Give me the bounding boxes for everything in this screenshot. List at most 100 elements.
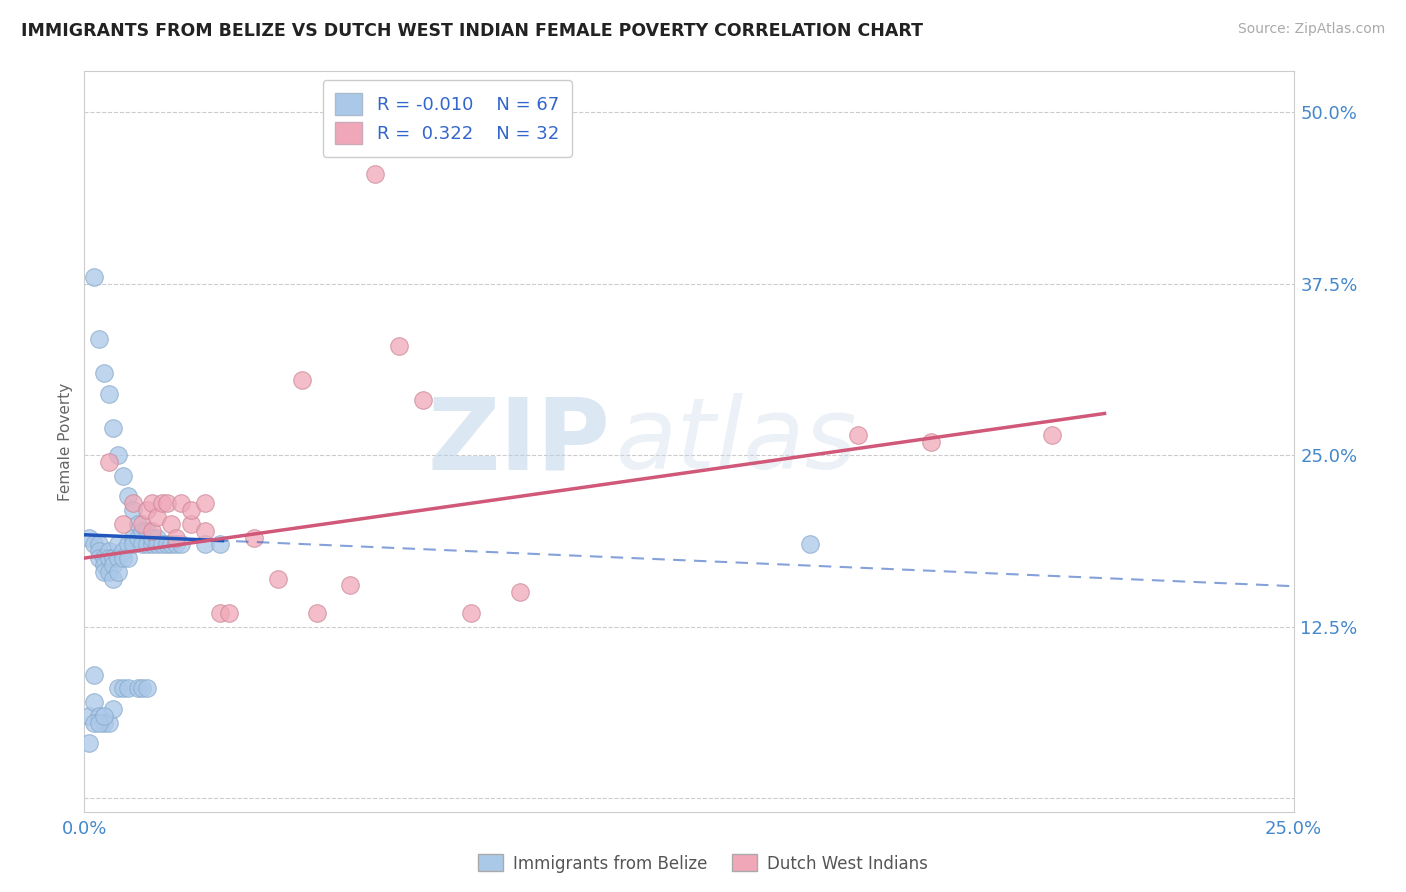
Point [121, 537, 143, 551]
Point [117, 551, 139, 566]
Point [165, 531, 187, 545]
Point [107, 537, 129, 551]
Point [103, 558, 125, 572]
Point [121, 496, 143, 510]
Point [305, 606, 328, 620]
Point [194, 537, 217, 551]
Point [112, 681, 135, 696]
Point [87, 537, 110, 551]
Point [87, 715, 110, 730]
Point [363, 167, 385, 181]
Point [93, 366, 115, 380]
Point [208, 606, 231, 620]
Point [83, 537, 105, 551]
Point [97, 715, 120, 730]
Point [77, 531, 100, 545]
Text: ZIP: ZIP [427, 393, 610, 490]
Legend: Immigrants from Belize, Dutch West Indians: Immigrants from Belize, Dutch West India… [471, 847, 935, 880]
Text: Source: ZipAtlas.com: Source: ZipAtlas.com [1237, 22, 1385, 37]
Point [97, 386, 120, 401]
Point [208, 537, 231, 551]
Point [93, 551, 115, 566]
Point [97, 565, 120, 579]
Point [339, 578, 361, 592]
Point [194, 524, 217, 538]
Point [103, 551, 125, 566]
Point [136, 503, 159, 517]
Point [87, 544, 110, 558]
Point [83, 695, 105, 709]
Point [242, 531, 264, 545]
Point [121, 531, 143, 545]
Point [799, 537, 821, 551]
Point [117, 537, 139, 551]
Point [127, 516, 149, 531]
Point [117, 489, 139, 503]
Point [194, 496, 217, 510]
Point [146, 537, 169, 551]
Point [218, 606, 240, 620]
Point [103, 702, 125, 716]
Point [103, 421, 125, 435]
Point [93, 715, 115, 730]
Point [180, 516, 202, 531]
Point [87, 551, 110, 566]
Point [180, 503, 202, 517]
Point [83, 667, 105, 681]
Point [141, 537, 163, 551]
Point [136, 537, 159, 551]
Point [107, 565, 129, 579]
Point [77, 736, 100, 750]
Point [93, 565, 115, 579]
Point [155, 537, 177, 551]
Point [155, 496, 177, 510]
Point [136, 524, 159, 538]
Point [412, 393, 434, 408]
Point [146, 531, 169, 545]
Point [83, 270, 105, 285]
Point [97, 544, 120, 558]
Text: IMMIGRANTS FROM BELIZE VS DUTCH WEST INDIAN FEMALE POVERTY CORRELATION CHART: IMMIGRANTS FROM BELIZE VS DUTCH WEST IND… [21, 22, 924, 40]
Point [141, 524, 163, 538]
Point [131, 537, 153, 551]
Point [112, 544, 135, 558]
Point [117, 681, 139, 696]
Point [141, 496, 163, 510]
Point [165, 537, 187, 551]
Point [291, 373, 314, 387]
Point [920, 434, 942, 449]
Point [846, 427, 869, 442]
Point [131, 681, 153, 696]
Point [1040, 427, 1063, 442]
Point [150, 496, 173, 510]
Point [107, 681, 129, 696]
Point [150, 537, 173, 551]
Point [77, 708, 100, 723]
Point [87, 332, 110, 346]
Point [97, 551, 120, 566]
Point [107, 551, 129, 566]
Point [112, 551, 135, 566]
Point [121, 503, 143, 517]
Point [127, 531, 149, 545]
Point [93, 558, 115, 572]
Point [112, 468, 135, 483]
Point [146, 510, 169, 524]
Point [141, 531, 163, 545]
Point [127, 681, 149, 696]
Point [267, 572, 290, 586]
Point [460, 606, 482, 620]
Y-axis label: Female Poverty: Female Poverty [58, 383, 73, 500]
Point [87, 708, 110, 723]
Point [112, 516, 135, 531]
Point [136, 681, 159, 696]
Point [160, 516, 183, 531]
Text: atlas: atlas [616, 393, 858, 490]
Legend: R = -0.010    N = 67, R =  0.322    N = 32: R = -0.010 N = 67, R = 0.322 N = 32 [322, 80, 572, 157]
Point [131, 516, 153, 531]
Point [170, 537, 193, 551]
Point [83, 715, 105, 730]
Point [388, 338, 411, 352]
Point [93, 708, 115, 723]
Point [97, 455, 120, 469]
